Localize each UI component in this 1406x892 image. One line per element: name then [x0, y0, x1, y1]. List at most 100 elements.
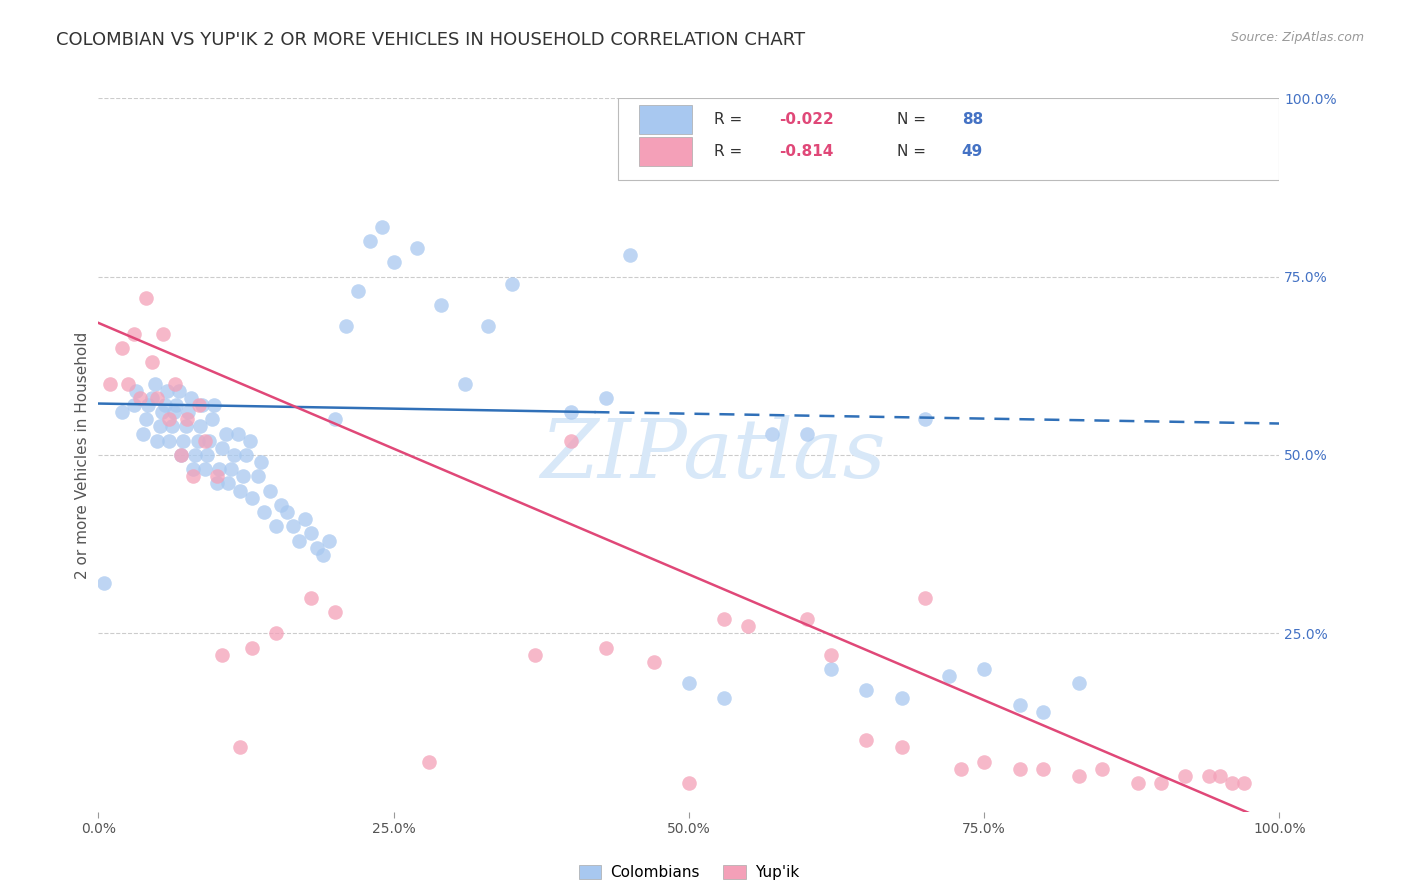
Text: N =: N = — [897, 145, 931, 159]
Point — [170, 448, 193, 462]
Point — [560, 405, 582, 419]
Point — [181, 469, 204, 483]
Point — [153, 398, 176, 412]
Point — [1150, 776, 1173, 790]
Point — [453, 376, 475, 391]
Point — [117, 376, 139, 391]
Point — [347, 284, 370, 298]
Legend: Colombians, Yup'ik: Colombians, Yup'ik — [572, 858, 806, 886]
Point — [820, 662, 842, 676]
Point — [1233, 776, 1256, 790]
Point — [713, 690, 735, 705]
Point — [305, 541, 328, 555]
Point — [264, 626, 287, 640]
Point — [122, 326, 145, 341]
Point — [335, 319, 357, 334]
FancyBboxPatch shape — [619, 98, 1279, 180]
Point — [163, 405, 186, 419]
Point — [1126, 776, 1149, 790]
Text: N =: N = — [897, 112, 931, 127]
Text: -0.022: -0.022 — [779, 112, 834, 127]
Point — [157, 434, 180, 448]
Text: R =: R = — [714, 145, 747, 159]
Point — [1067, 676, 1090, 690]
Point — [949, 762, 972, 776]
Point — [382, 255, 405, 269]
Point — [270, 498, 292, 512]
Point — [294, 512, 316, 526]
Point — [524, 648, 547, 662]
Point — [796, 612, 818, 626]
Point — [205, 476, 228, 491]
Point — [208, 462, 231, 476]
Point — [820, 648, 842, 662]
Point — [914, 412, 936, 426]
Point — [250, 455, 273, 469]
FancyBboxPatch shape — [640, 105, 693, 134]
Point — [235, 448, 257, 462]
Point — [323, 605, 346, 619]
Point — [299, 591, 322, 605]
Point — [283, 519, 305, 533]
Point — [299, 526, 322, 541]
Point — [1198, 769, 1220, 783]
Point — [165, 376, 187, 391]
Point — [890, 740, 912, 755]
Point — [264, 519, 287, 533]
Text: 88: 88 — [962, 112, 983, 127]
Point — [231, 469, 253, 483]
Point — [157, 412, 180, 426]
Point — [973, 662, 995, 676]
Point — [187, 398, 209, 412]
Point — [201, 412, 224, 426]
Point — [194, 462, 217, 476]
Point — [560, 434, 582, 448]
Point — [93, 576, 115, 591]
Point — [501, 277, 523, 291]
Point — [180, 391, 202, 405]
Point — [194, 434, 217, 448]
Point — [229, 483, 252, 498]
Point — [737, 619, 759, 633]
Point — [796, 426, 818, 441]
Text: R =: R = — [714, 112, 747, 127]
Point — [167, 384, 190, 398]
Point — [174, 419, 197, 434]
Point — [246, 469, 269, 483]
Point — [318, 533, 340, 548]
Point — [172, 434, 194, 448]
Point — [224, 448, 246, 462]
Point — [111, 341, 134, 355]
Point — [643, 655, 665, 669]
Point — [202, 398, 225, 412]
Point — [165, 398, 187, 412]
Point — [276, 505, 298, 519]
Point — [1032, 705, 1054, 719]
Point — [146, 434, 169, 448]
Point — [176, 412, 198, 426]
Point — [477, 319, 499, 334]
Point — [1209, 769, 1232, 783]
Point — [181, 462, 204, 476]
Point — [198, 434, 221, 448]
Point — [98, 376, 121, 391]
Point — [1067, 769, 1090, 783]
Point — [1032, 762, 1054, 776]
Point — [1008, 698, 1031, 712]
Point — [219, 462, 242, 476]
Point — [229, 740, 252, 755]
Point — [890, 690, 912, 705]
Point — [211, 441, 233, 455]
Point — [253, 505, 276, 519]
Point — [713, 612, 735, 626]
Point — [195, 448, 218, 462]
Text: ZIPatlas: ZIPatlas — [540, 415, 886, 495]
Point — [595, 640, 617, 655]
Point — [156, 384, 179, 398]
Point — [1220, 776, 1243, 790]
Point — [146, 391, 169, 405]
Point — [1008, 762, 1031, 776]
Point — [122, 398, 145, 412]
Point — [1174, 769, 1197, 783]
Point — [430, 298, 453, 312]
